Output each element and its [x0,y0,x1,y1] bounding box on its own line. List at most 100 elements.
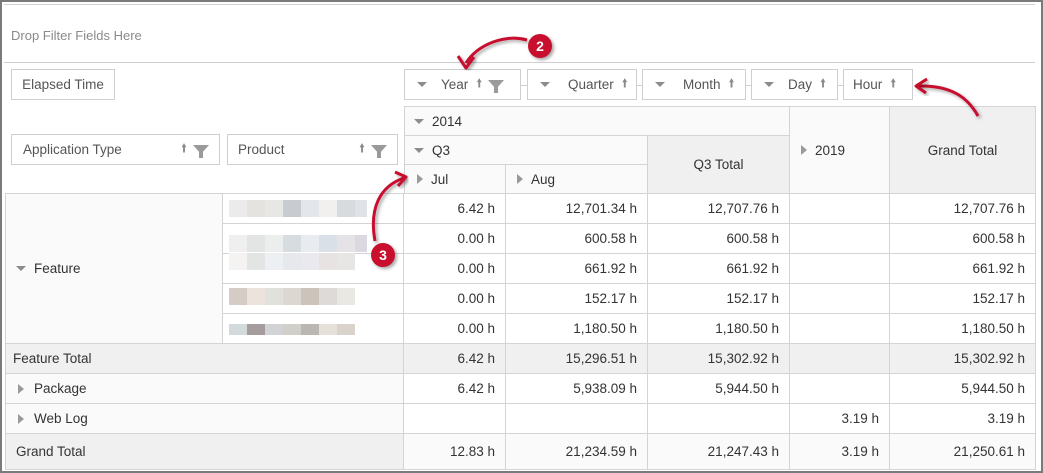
cell-web-log-grand-total: 3.19 h [890,404,1036,434]
column-field-month[interactable]: Month 🠙 [642,69,746,100]
column-field-hour[interactable]: Hour 🠙 [843,69,913,100]
col-header-jul[interactable]: Jul [404,165,506,194]
cell-web-log-aug [506,404,648,434]
redacted-product-name [229,324,355,335]
filter-icon[interactable] [371,145,387,158]
column-field-label: Month [683,77,721,92]
col-header-q3[interactable]: Q3 [404,136,648,165]
cell-feature-product-5-grand-total: 1,180.50 h [890,314,1036,344]
sort-ascending-icon[interactable]: 🠙 [820,76,827,90]
cell-feature-product-1-q3-total: 12,707.76 h [648,193,790,224]
cell-feature-product-3-grand-total: 661.92 h [890,254,1036,284]
cell-package-aug: 5,938.09 h [506,374,648,404]
col-header-2014[interactable]: 2014 [404,106,790,136]
expand-icon[interactable] [801,145,807,155]
cell-package-jul: 6.42 h [404,374,506,404]
collapse-icon[interactable] [16,266,26,271]
row-field-product[interactable]: Product 🠙 [227,134,398,165]
redacted-product-name [229,200,367,217]
cell-package-2019 [790,374,890,404]
cell-grand-total-q3-total: 21,247.43 h [648,434,790,470]
expand-icon[interactable] [417,174,423,184]
cell-feature-total-aug: 15,296.51 h [506,344,648,374]
cell-web-log-jul [404,404,506,434]
filter-icon[interactable] [488,80,505,93]
cell-feature-product-3-jul: 0.00 h [404,254,506,284]
sort-ascending-icon[interactable]: 🠙 [728,76,735,90]
row-field-label: Product [238,142,285,157]
row-field-application-type[interactable]: Application Type 🠙 [11,134,220,165]
cell-web-log-2019: 3.19 h [790,404,890,434]
sort-ascending-icon[interactable]: 🠙 [358,141,365,155]
column-field-label: Hour [853,77,883,92]
chevron-down-icon[interactable] [655,82,665,87]
cell-feature-product-4-y2019 [790,284,890,314]
cell-package-q3-total: 5,944.50 h [648,374,790,404]
row-header-web-log[interactable]: Web Log [5,404,404,434]
cell-web-log-q3-total [648,404,790,434]
expand-icon[interactable] [517,174,523,184]
cell-grand-total-2019: 3.19 h [790,434,890,470]
collapse-icon[interactable] [414,118,424,124]
cell-grand-total-jul: 12.83 h [404,434,506,470]
sort-ascending-icon[interactable]: 🠙 [180,141,187,155]
column-field-year[interactable]: Year 🠙 [404,69,521,100]
col-header-q3-total: Q3 Total [648,136,790,194]
cell-feature-total-2019 [790,344,890,374]
column-field-quarter[interactable]: Quarter 🠙 [527,69,637,100]
data-field-label: Elapsed Time [22,77,104,92]
chevron-down-icon[interactable] [417,82,427,87]
filter-drop-area[interactable]: Drop Filter Fields Here [4,4,1035,63]
column-field-label: Year [441,77,469,92]
cell-grand-total-aug: 21,234.59 h [506,434,648,470]
cell-feature-product-4-aug: 152.17 h [506,284,648,314]
cell-feature-product-1-grand-total: 12,707.76 h [890,193,1036,224]
column-field-day[interactable]: Day 🠙 [751,69,838,100]
cell-feature-product-4-q3-total: 152.17 h [648,284,790,314]
expand-icon[interactable] [18,383,24,394]
row-header-package[interactable]: Package [5,374,404,404]
chevron-down-icon[interactable] [764,82,774,87]
annotation-badge-3: 3 [371,243,395,267]
cell-feature-product-2-aug: 600.58 h [506,224,648,254]
row-header-feature-total: Feature Total [5,344,404,374]
sort-ascending-icon[interactable]: 🠙 [890,76,897,90]
cell-grand-total-grand-total: 21,250.61 h [890,434,1036,470]
expand-icon[interactable] [18,413,24,424]
redacted-product-name [229,288,355,305]
cell-feature-product-5-jul: 0.00 h [404,314,506,344]
row-header-feature[interactable]: Feature [5,193,223,344]
collapse-icon[interactable] [414,147,424,153]
col-header-grand-total: Grand Total [890,106,1036,194]
cell-feature-product-3-y2019 [790,254,890,284]
field-connector [746,85,751,86]
cell-feature-product-1-y2019 [790,193,890,224]
field-connector [838,85,843,86]
chevron-down-icon[interactable] [540,82,550,87]
cell-feature-product-5-aug: 1,180.50 h [506,314,648,344]
cell-feature-product-5-q3-total: 1,180.50 h [648,314,790,344]
cell-feature-product-2-y2019 [790,224,890,254]
column-field-label: Day [788,77,813,92]
cell-feature-product-4-grand-total: 152.17 h [890,284,1036,314]
filter-drop-placeholder: Drop Filter Fields Here [11,28,142,43]
annotation-badge-2: 2 [528,34,552,58]
row-header-grand-total: Grand Total [5,434,404,470]
data-field-elapsed-time[interactable]: Elapsed Time [11,69,115,100]
redacted-product-name [229,253,355,270]
column-field-label: Quarter [568,77,614,92]
cell-feature-product-1-aug: 12,701.34 h [506,193,648,224]
field-connector [637,85,642,86]
cell-feature-product-2-grand-total: 600.58 h [890,224,1036,254]
cell-feature-product-2-jul: 0.00 h [404,224,506,254]
cell-feature-product-3-aug: 661.92 h [506,254,648,284]
filter-icon[interactable] [193,145,209,158]
redacted-product-name [229,235,367,252]
cell-feature-product-2-q3-total: 600.58 h [648,224,790,254]
sort-ascending-icon[interactable]: 🠙 [476,76,483,90]
cell-feature-total-q3-total: 15,302.92 h [648,344,790,374]
sort-ascending-icon[interactable]: 🠙 [621,76,628,90]
cell-package-grand-total: 5,944.50 h [890,374,1036,404]
cell-feature-total-jul: 6.42 h [404,344,506,374]
